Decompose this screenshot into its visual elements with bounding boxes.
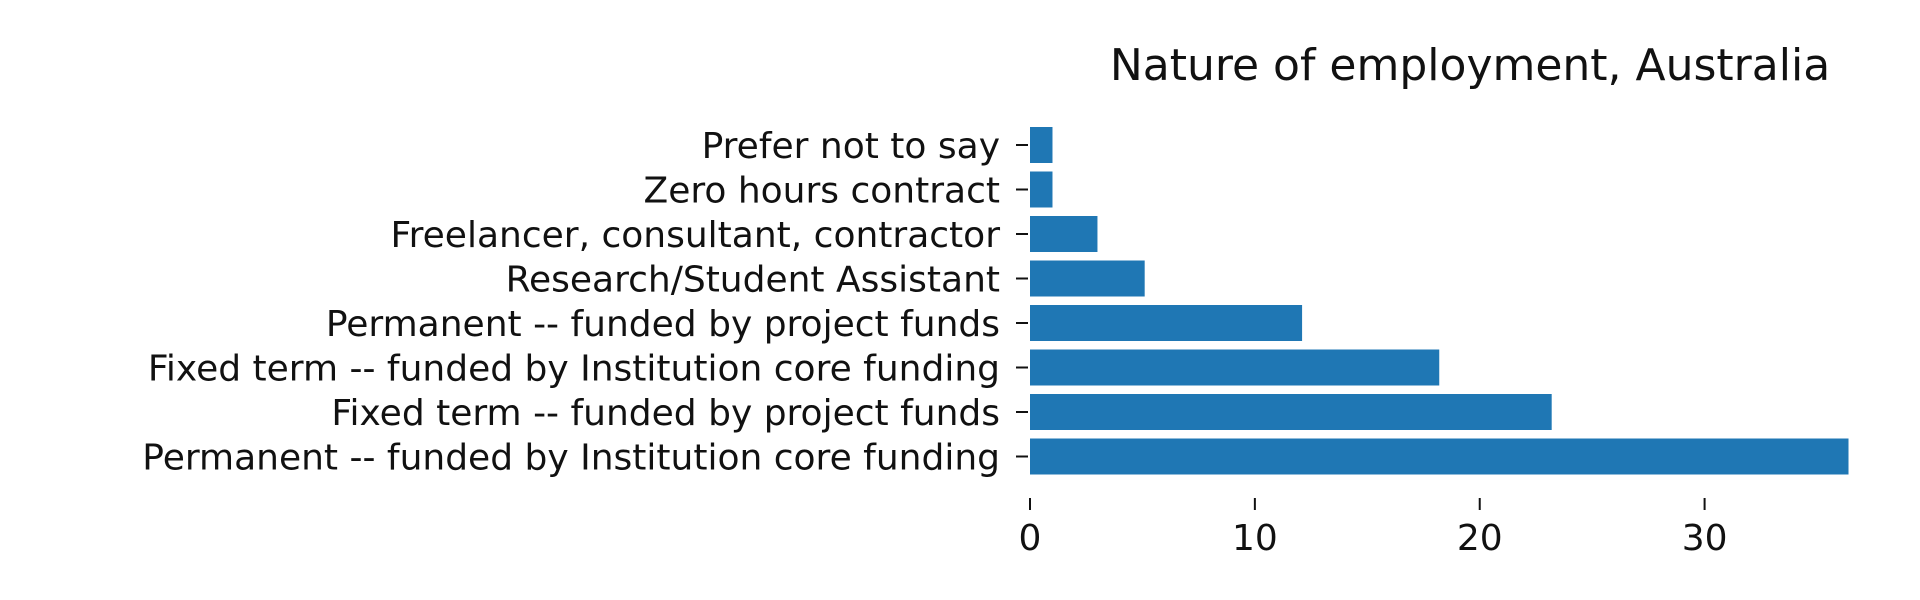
x-tick-label: 0 [1019, 518, 1042, 559]
category-label: Zero hours contract [644, 171, 1000, 212]
category-label: Fixed term -- funded by Institution core… [148, 349, 1000, 390]
bar [1030, 349, 1440, 386]
x-tick-label: 30 [1682, 518, 1728, 559]
category-label: Freelancer, consultant, contractor [391, 215, 1001, 256]
chart-title: Nature of employment, Australia [1110, 40, 1830, 91]
bar [1030, 260, 1145, 297]
bar [1030, 394, 1552, 430]
category-label: Prefer not to say [702, 126, 1000, 167]
bar [1030, 127, 1053, 163]
x-tick-label: 20 [1457, 518, 1503, 559]
bar [1030, 216, 1098, 252]
plot-area: Permanent -- funded by Institution core … [142, 126, 1849, 559]
category-label: Permanent -- funded by project funds [326, 304, 1000, 345]
bar [1030, 305, 1303, 341]
category-label: Permanent -- funded by Institution core … [142, 438, 1000, 479]
category-label: Fixed term -- funded by project funds [331, 393, 1000, 434]
x-tick-label: 10 [1232, 518, 1278, 559]
bar [1030, 438, 1849, 475]
bar [1030, 171, 1053, 208]
category-label: Research/Student Assistant [506, 260, 1000, 301]
